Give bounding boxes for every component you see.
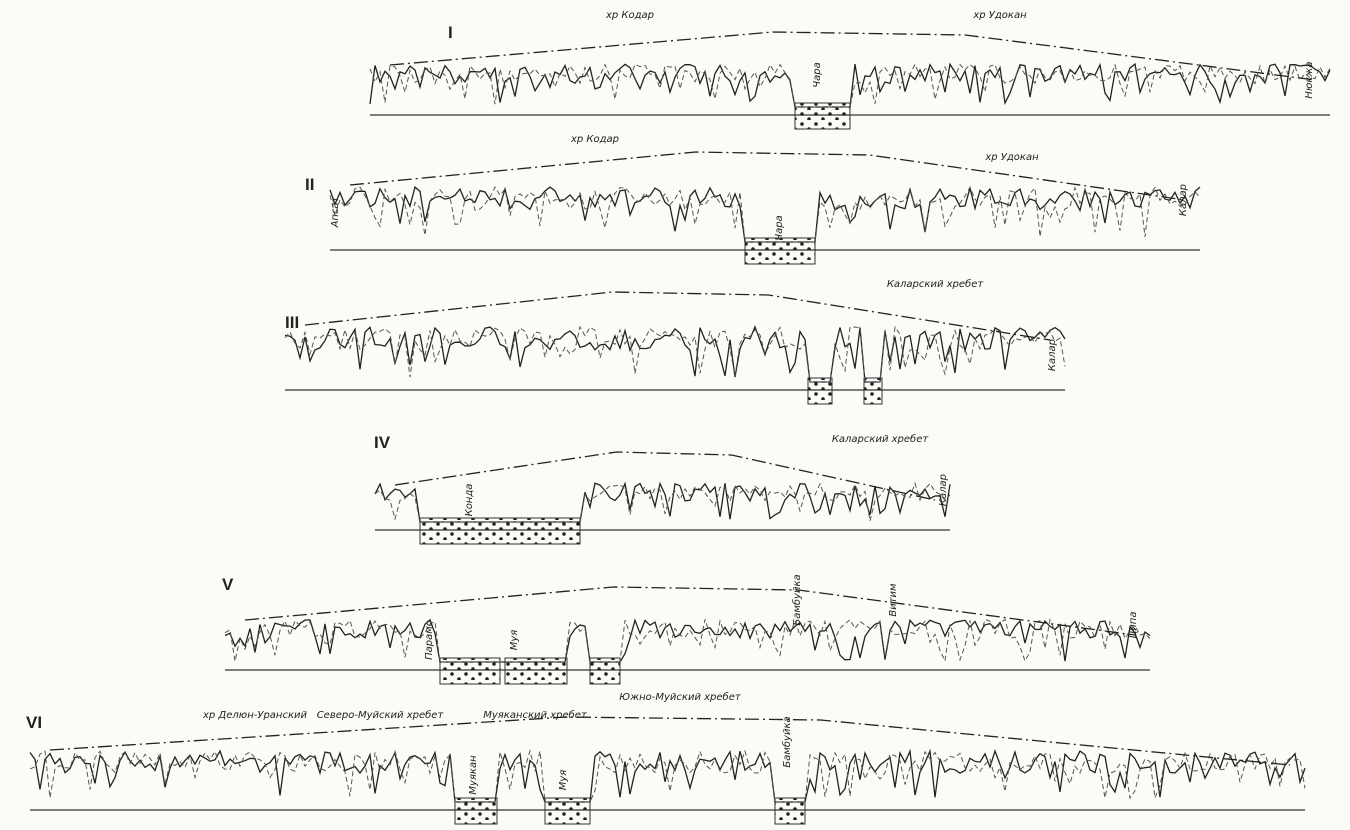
envelope-line <box>304 291 1051 341</box>
profile-line <box>224 617 1151 663</box>
profile-annotation: Муяканский хребет <box>483 709 588 721</box>
profile-line <box>224 618 1151 663</box>
profile-line <box>329 186 1201 243</box>
profile-line <box>374 481 951 523</box>
envelope-line <box>349 151 1186 201</box>
profile-annotation: Муякан <box>468 755 479 795</box>
envelope-line <box>49 716 1291 766</box>
profile-annotation: хр Удокан <box>984 152 1039 163</box>
profile-annotation: Витим <box>888 583 899 617</box>
profile-line <box>284 325 1066 383</box>
envelope-line <box>394 451 936 501</box>
envelope-line <box>389 31 1316 81</box>
profile-annotation: Чара <box>812 62 823 87</box>
profile-annotation: Южно-Муйский хребет <box>619 691 742 703</box>
envelope-line <box>244 586 1136 636</box>
profile-annotation: Калар <box>938 474 949 506</box>
profile-annotation: Апсат <box>330 195 341 228</box>
profile-label: II <box>305 175 314 194</box>
profile-line <box>29 749 1306 803</box>
profile-annotation: Ципа <box>1128 612 1139 639</box>
profile-annotation: Калар <box>1178 184 1189 216</box>
profile-label: IV <box>374 433 391 452</box>
profile-annotation: Бамбуйка <box>781 716 793 767</box>
profile-annotation: Конда <box>464 484 475 517</box>
profile-annotation: Муя <box>558 770 569 791</box>
profile-annotation: Парамо <box>424 620 435 660</box>
profile-line <box>329 185 1201 243</box>
profile-annotation: Каларский хребет <box>832 433 930 445</box>
profile-line <box>374 481 951 523</box>
profile-annotation: хр Кодар <box>570 134 619 145</box>
profile-annotation: хр Удокан <box>972 10 1027 21</box>
profile-line <box>369 62 1331 108</box>
profile-annotation: Бамбуйка <box>791 574 803 625</box>
profile-line <box>369 63 1331 108</box>
profile-annotation: Чара <box>774 215 785 240</box>
profile-annotation: Калар <box>1047 339 1058 371</box>
profile-line <box>29 748 1306 803</box>
profile-label: I <box>448 23 453 42</box>
profile-label: VI <box>26 713 42 732</box>
profile-annotation: Муя <box>509 630 520 651</box>
profile-annotation: хр Делюн-Уранский <box>202 710 308 721</box>
profile-annotation: Нюкжа <box>1304 61 1315 98</box>
basin-fill <box>863 377 883 405</box>
profile-label: III <box>285 313 299 332</box>
profile-line <box>284 325 1066 383</box>
profile-annotation: хр Кодар <box>605 10 654 21</box>
profile-label: V <box>222 575 234 594</box>
profile-annotation: Каларский хребет <box>887 278 985 290</box>
profile-annotation: Северо-Муйский хребет <box>317 709 445 721</box>
